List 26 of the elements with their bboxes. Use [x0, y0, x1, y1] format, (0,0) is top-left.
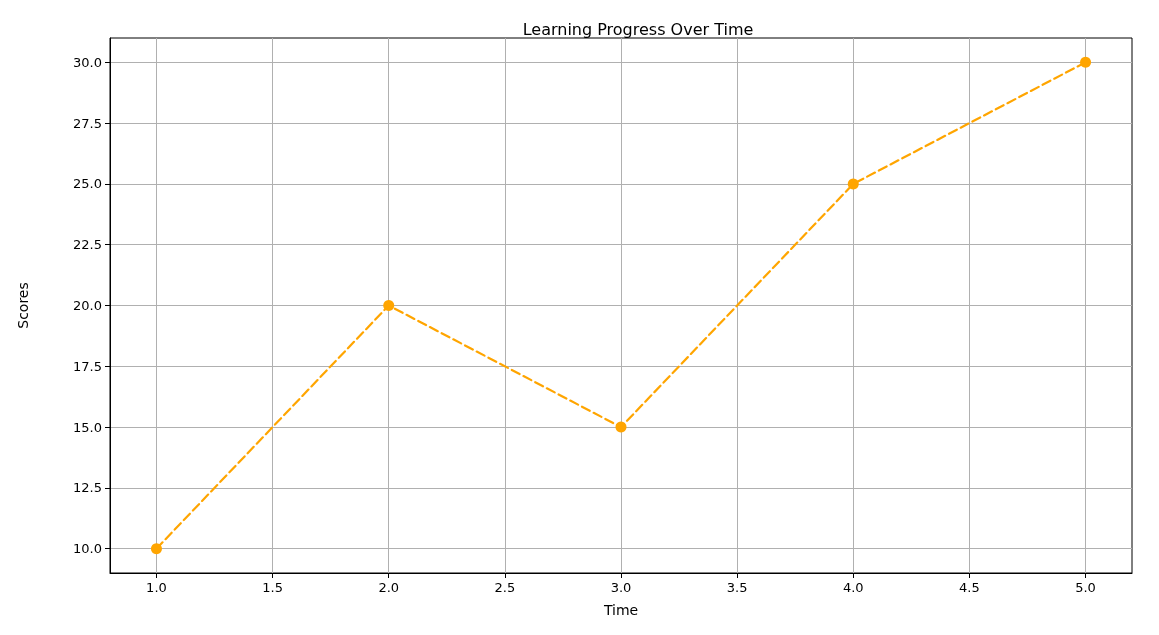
- y-tick-label: 20.0: [73, 298, 102, 313]
- y-tick-label: 22.5: [73, 237, 102, 253]
- point: [615, 421, 627, 433]
- x-tick-label: 5.0: [1075, 580, 1096, 595]
- x-tick-label: 2.5: [494, 580, 516, 595]
- y-tick-label: 17.5: [73, 358, 102, 374]
- point: [150, 543, 162, 555]
- y-tick-label: 25.0: [73, 176, 102, 192]
- x-tick-label: 3.0: [610, 580, 632, 595]
- y-axis-title: Scores: [15, 282, 31, 329]
- x-tick-label: 1.0: [146, 580, 167, 595]
- y-tick-label: 15.0: [73, 419, 102, 435]
- y-tick-label: 27.5: [73, 115, 102, 131]
- x-tick-label: 3.5: [726, 580, 748, 595]
- chart-title: Learning Progress Over Time: [522, 19, 754, 39]
- point: [1080, 56, 1092, 68]
- x-axis-title: Time: [602, 602, 639, 618]
- point: [383, 300, 395, 311]
- x-tick-label: 4.5: [959, 580, 980, 595]
- point: [847, 178, 859, 190]
- x-tick-label: 1.5: [262, 580, 283, 595]
- x-tick-label: 2.0: [378, 580, 400, 595]
- x-tick-label: 4.0: [842, 580, 864, 595]
- y-tick-label: 10.0: [73, 541, 102, 557]
- y-tick-label: 30.0: [73, 54, 102, 70]
- y-tick-label: 12.5: [73, 480, 102, 496]
